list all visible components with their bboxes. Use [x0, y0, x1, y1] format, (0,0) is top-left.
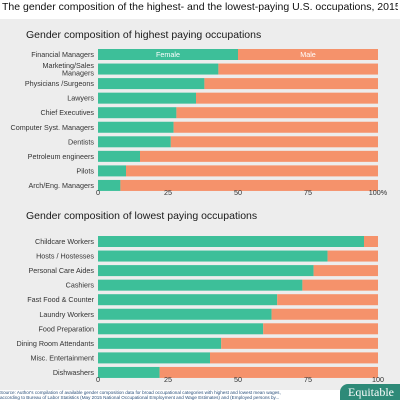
bar-male	[196, 92, 378, 104]
category-label: Petroleum engineers	[28, 152, 95, 161]
bar-male	[210, 352, 378, 364]
bar-female	[98, 366, 160, 378]
x-tick-label: 0	[96, 375, 100, 384]
bar-female	[98, 352, 210, 364]
x-tick-label: 50	[234, 188, 242, 197]
bar-male	[120, 179, 379, 191]
bar-male	[173, 121, 378, 133]
category-label: Chief Executives	[40, 108, 94, 117]
bar-female	[98, 150, 140, 162]
chart-title-highest: Gender composition of highest paying occ…	[26, 29, 262, 41]
bar-female	[98, 107, 177, 119]
category-label: Dentists	[68, 137, 94, 146]
bar-female	[98, 78, 205, 90]
category-label: Financial Managers	[31, 50, 94, 59]
lowest-paying-panel: Gender composition of lowest paying occu…	[0, 200, 400, 390]
bar-female	[98, 236, 364, 247]
bar-female	[98, 165, 126, 177]
bar-female	[98, 337, 222, 349]
bar-male	[364, 236, 378, 247]
x-tick-label: 25	[164, 188, 172, 197]
bar-female	[98, 136, 171, 148]
bar-male	[204, 78, 378, 90]
bar-male	[126, 165, 378, 177]
category-label: Food Preparation	[38, 324, 94, 333]
legend-male: Male	[300, 50, 316, 59]
bar-male	[218, 63, 378, 75]
bar-female	[98, 308, 272, 320]
bar-female	[98, 179, 121, 191]
category-label: Arch/Eng. Managers	[28, 181, 94, 190]
category-label: Computer Syst. Managers	[11, 123, 95, 132]
category-label: Marketing/Sales	[42, 61, 94, 70]
x-tick-label: 100	[372, 375, 384, 384]
bar-male	[277, 294, 378, 306]
x-tick-label: 75	[304, 188, 312, 197]
source-line-1: Source: Author's compilation of availabl…	[0, 390, 281, 395]
category-label: Physicians /Surgeons	[25, 79, 95, 88]
category-label: Managers	[62, 68, 94, 77]
lowest-paying-chart: Childcare Workers Hosts / Hostesses Person…	[16, 236, 384, 384]
x-tick-label: 100%	[369, 188, 388, 197]
highest-paying-panel: Gender composition of highest paying occ…	[0, 19, 400, 201]
bar-male	[271, 308, 378, 320]
brand-logo: Equitable	[340, 384, 400, 400]
bar-female	[98, 294, 278, 306]
legend-female: Female	[156, 50, 180, 59]
bar-male	[140, 150, 378, 162]
x-tick-label: 25	[164, 375, 172, 384]
chart-title-lowest: Gender composition of lowest paying occu…	[26, 210, 258, 222]
x-tick-label: 75	[304, 375, 312, 384]
bar-male	[176, 107, 378, 119]
category-label: Childcare Workers	[35, 237, 94, 246]
x-tick-label: 50	[234, 375, 242, 384]
category-label: Hosts / Hostesses	[36, 252, 94, 261]
category-label: Dishwashers	[53, 368, 95, 377]
bar-female	[98, 63, 219, 75]
page-title: The gender composition of the highest- a…	[2, 1, 398, 13]
x-tick-label: 0	[96, 188, 100, 197]
bar-male	[302, 279, 378, 291]
source-footnote: Source: Author's compilation of availabl…	[0, 390, 340, 400]
source-line-2: according to Bureau of Labor Statistics …	[0, 395, 280, 400]
category-label: Pilots	[76, 166, 94, 175]
category-label: Fast Food & Counter	[27, 295, 94, 304]
highest-paying-chart: Financial Managers Marketing/SalesManager…	[11, 49, 388, 197]
bar-male	[327, 250, 378, 262]
category-label: Laundry Workers	[39, 310, 94, 319]
category-label: Dining Room Attendants	[16, 339, 94, 348]
category-label: Cashiers	[66, 281, 95, 290]
bar-female	[98, 121, 174, 133]
bar-male	[159, 366, 378, 378]
bar-male	[313, 265, 378, 277]
category-label: Misc. Entertainment	[30, 353, 94, 362]
bar-male	[170, 136, 378, 148]
bar-female	[98, 323, 264, 335]
bar-male	[263, 323, 378, 335]
bar-female	[98, 92, 196, 104]
category-label: Personal Care Aides	[28, 266, 94, 275]
bar-female	[98, 279, 303, 291]
bar-female	[98, 250, 328, 262]
bar-female	[98, 265, 314, 277]
bar-male	[238, 49, 378, 60]
bar-male	[221, 337, 378, 349]
category-label: Lawyers	[67, 94, 94, 103]
bar-female	[98, 49, 238, 60]
